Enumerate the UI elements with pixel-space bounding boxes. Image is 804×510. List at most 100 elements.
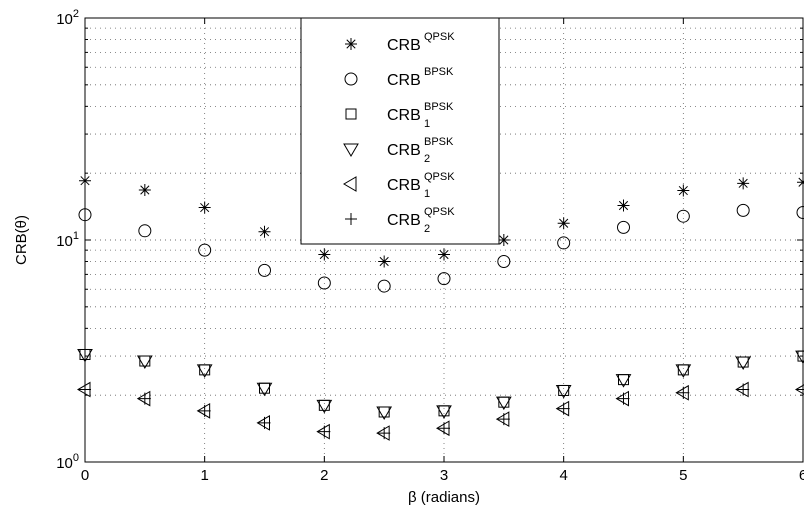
data-point-asterisk: [617, 199, 630, 212]
data-point-asterisk: [378, 255, 391, 268]
legend-marker-triangle-down: [343, 143, 359, 157]
data-point-circle: [258, 263, 271, 277]
data-point-circle: [497, 255, 511, 269]
x-tick-label: 4: [559, 467, 567, 484]
data-point-square: [378, 406, 390, 418]
data-point-triangle-down: [735, 356, 752, 371]
x-tick-label: 3: [440, 467, 448, 484]
legend-label: CRB: [387, 142, 421, 159]
legend-label-sub: 1: [424, 188, 430, 200]
legend-label: CRB: [387, 72, 421, 89]
data-point-circle: [557, 236, 571, 250]
y-tick-label: 100: [56, 452, 79, 472]
data-point-plus: [797, 383, 804, 396]
data-point-triangle-down: [196, 364, 213, 378]
data-point-square: [259, 382, 270, 394]
data-point-plus: [557, 402, 570, 415]
data-point-asterisk: [438, 248, 450, 261]
legend-box: [300, 17, 500, 245]
data-point-plus: [677, 386, 690, 399]
data-point-circle: [198, 243, 212, 257]
data-point-plus: [378, 427, 391, 440]
data-point-triangle-down: [615, 374, 632, 388]
data-point-asterisk: [138, 183, 151, 196]
legend-label: CRB: [387, 177, 421, 194]
x-tick-label: 0: [81, 467, 89, 484]
legend-label-sup: BPSK: [424, 66, 454, 78]
legend-label-sup: QPSK: [424, 171, 455, 183]
x-tick-label: 2: [320, 467, 328, 484]
data-point-asterisk: [677, 184, 690, 197]
data-point-circle: [138, 224, 152, 238]
data-point-asterisk: [198, 201, 211, 214]
data-point-circle: [317, 276, 331, 290]
legend-marker-triangle-left: [343, 176, 357, 192]
data-point-triangle-left: [795, 384, 804, 395]
data-point-circle: [796, 206, 804, 220]
data-point-square: [139, 355, 151, 367]
legend-label-sup: QPSK: [424, 206, 455, 218]
data-point-plus: [258, 416, 271, 429]
series-asterisk: [79, 174, 804, 268]
data-point-plus: [198, 404, 211, 417]
data-point-plus: [737, 383, 750, 396]
data-point-circle: [676, 209, 690, 223]
x-tick-label: 6: [799, 467, 804, 484]
legend-label-sub: 2: [424, 223, 430, 235]
data-point-triangle-down: [555, 384, 572, 399]
data-marks: [77, 174, 804, 441]
data-point-plus: [617, 392, 630, 405]
data-point-triangle-down: [77, 348, 93, 363]
data-point-triangle-down: [795, 350, 804, 365]
data-point-triangle-down: [256, 382, 273, 397]
data-point-asterisk: [557, 217, 570, 230]
data-point-circle: [78, 208, 92, 222]
data-point-asterisk: [797, 176, 804, 189]
data-point-asterisk: [258, 225, 271, 238]
legend-marker-circle: [344, 72, 358, 86]
data-point-square: [618, 374, 629, 386]
data-point-triangle-down: [675, 364, 692, 378]
legend-marker-plus: [345, 213, 357, 225]
data-point-circle: [617, 220, 630, 234]
series-plus: [79, 383, 804, 440]
data-point-circle: [377, 279, 391, 293]
ticks: 0 1 2 3 4 5 6 100 101 102: [56, 8, 804, 484]
data-point-square: [438, 405, 450, 417]
data-point-plus: [138, 392, 151, 405]
legend-label-sup: BPSK: [424, 136, 454, 148]
legend-marker-asterisk: [345, 38, 357, 50]
data-point-plus: [79, 383, 91, 396]
data-point-circle: [736, 203, 750, 217]
series-triangle-left: [77, 381, 804, 441]
data-point-triangle-down: [436, 405, 452, 419]
legend-label-sub: 2: [424, 153, 430, 165]
x-tick-label: 1: [200, 467, 208, 484]
legend-marker-square: [345, 108, 357, 120]
legend-label: CRB: [387, 107, 421, 124]
data-point-asterisk: [737, 177, 750, 190]
data-point-triangle-down: [495, 396, 512, 411]
y-axis-label: CRB(θ): [13, 215, 30, 265]
y-tick-label: 101: [56, 230, 79, 250]
data-point-asterisk: [497, 234, 510, 246]
y-tick-label: 102: [56, 8, 79, 28]
legend-label: CRB: [387, 212, 421, 229]
x-tick-label: 5: [679, 467, 687, 484]
series-square: [79, 348, 804, 418]
legend-label-sub: 1: [424, 118, 430, 130]
data-point-triangle-down: [136, 355, 153, 370]
data-point-plus: [497, 413, 510, 426]
data-point-plus: [318, 425, 331, 438]
data-point-square: [498, 396, 510, 408]
data-point-triangle-down: [376, 406, 393, 420]
legend-label-sup: BPSK: [424, 101, 454, 113]
data-point-square: [737, 356, 749, 368]
legend-label-sup: QPSK: [424, 31, 455, 43]
series-circle: [78, 203, 804, 293]
data-point-plus: [438, 422, 450, 435]
series-triangle-down: [77, 348, 804, 420]
legend-label: CRB: [387, 37, 421, 54]
